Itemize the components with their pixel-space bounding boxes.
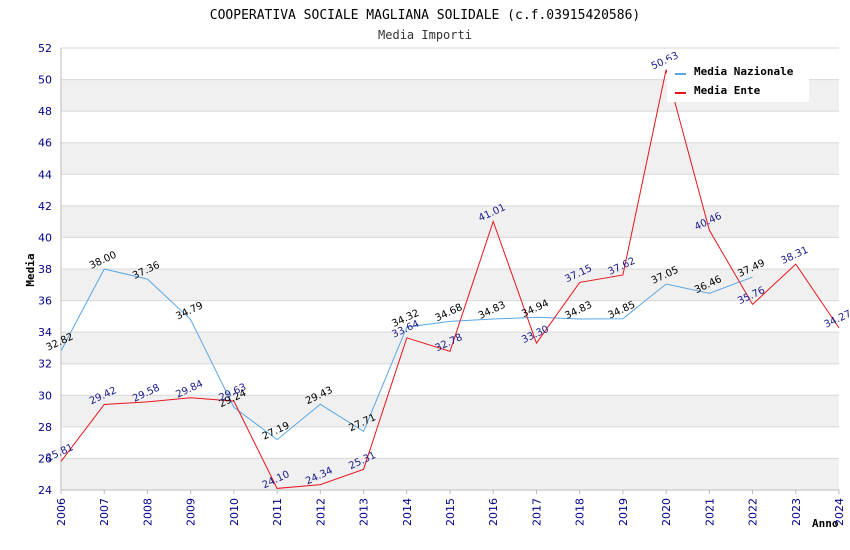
x-tick-label: 2024 [833, 498, 846, 526]
x-tick-label: 2011 [271, 498, 284, 526]
x-tick-label: 2021 [703, 498, 716, 526]
y-tick-label: 48 [38, 105, 52, 118]
chart-title: COOPERATIVA SOCIALE MAGLIANA SOLIDALE (c… [210, 8, 640, 23]
grid-band [61, 426, 839, 459]
grid-band [61, 237, 839, 269]
grid-band [61, 332, 839, 364]
x-tick-label: 2013 [358, 498, 371, 526]
grid-band [61, 458, 839, 490]
y-tick-label: 34 [38, 326, 52, 339]
legend-box [667, 60, 809, 102]
y-tick-label: 26 [38, 452, 52, 465]
x-tick-label: 2014 [401, 498, 414, 526]
x-axis-ticks: 2006 2007 2008 2009 2010 2011 2012 2013 2014 2015… [55, 490, 846, 526]
y-tick-label: 32 [38, 358, 52, 371]
legend-label-media-nazionale: Media Nazionale [694, 65, 794, 78]
y-axis-ticks: 24 26 28 30 32 34 36 38 40 42 44 46 48 50 52 [38, 42, 52, 497]
x-tick-label: 2017 [530, 498, 543, 526]
series-line-media-nazionale [60, 268, 753, 441]
x-tick-label: 2010 [228, 498, 241, 526]
x-tick-label: 2006 [55, 498, 68, 526]
y-tick-label: 50 [38, 74, 52, 87]
x-tick-label: 2012 [314, 498, 327, 526]
x-tick-label: 2015 [444, 498, 457, 526]
x-tick-label: 2020 [660, 498, 673, 526]
y-tick-label: 24 [38, 484, 52, 497]
y-tick-label: 38 [38, 263, 52, 276]
y-tick-label: 28 [38, 421, 52, 434]
series-lines [60, 69, 840, 489]
series-line-media-ente [60, 69, 840, 489]
x-axis-label: Anno [812, 517, 839, 530]
x-tick-label: 2018 [574, 498, 587, 526]
x-tick-label: 2019 [617, 498, 630, 526]
y-tick-label: 44 [38, 168, 52, 181]
y-tick-label: 52 [38, 42, 52, 55]
x-tick-label: 2023 [790, 498, 803, 526]
y-axis-label: Media [24, 253, 37, 286]
chart-subtitle: Media Importi [378, 28, 472, 42]
x-tick-label: 2022 [747, 498, 760, 526]
grid-band [61, 174, 839, 206]
x-tick-label: 2008 [141, 498, 154, 526]
x-tick-label: 2016 [487, 498, 500, 526]
grid-band [61, 363, 839, 396]
legend: Media Nazionale Media Ente [667, 60, 809, 102]
x-tick-label: 2007 [98, 498, 111, 526]
grid-band [61, 269, 839, 301]
y-tick-label: 46 [38, 137, 52, 150]
x-tick-label: 2009 [185, 498, 198, 526]
grid-band [61, 300, 839, 333]
grid-band [61, 142, 839, 175]
y-tick-label: 30 [38, 389, 52, 402]
grid-bands [61, 48, 839, 490]
y-tick-label: 36 [38, 295, 52, 308]
y-tick-label: 40 [38, 231, 52, 244]
grid-lines [60, 47, 839, 491]
y-tick-label: 42 [38, 200, 52, 213]
grid-band [61, 111, 839, 143]
legend-label-media-ente: Media Ente [694, 84, 761, 97]
grid-band [61, 205, 839, 238]
grid-band [61, 395, 839, 427]
